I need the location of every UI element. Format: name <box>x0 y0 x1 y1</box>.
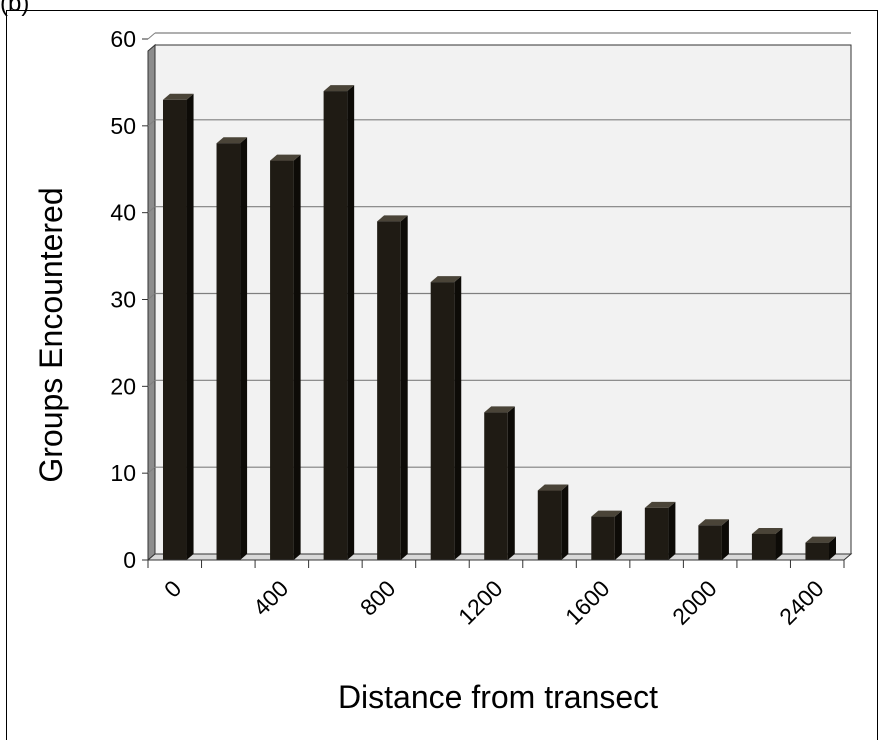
bar <box>270 154 301 561</box>
panel-label: (b) <box>0 0 30 17</box>
bar-top <box>377 215 408 222</box>
bar-top <box>537 484 569 491</box>
x-tick-label: 0 <box>159 575 186 602</box>
bar-front <box>751 533 776 560</box>
gridline-depth <box>147 119 156 127</box>
x-tick-label: 1200 <box>453 575 508 630</box>
figure-frame <box>6 10 878 740</box>
bar-front <box>591 516 615 560</box>
gridline-depth <box>147 32 156 40</box>
bar-front <box>162 99 187 561</box>
bar <box>537 484 569 560</box>
bar-side <box>829 536 837 560</box>
bar-side <box>454 276 462 560</box>
bar <box>484 406 515 560</box>
bar-side <box>668 501 676 560</box>
bar-side <box>400 215 408 560</box>
bar-front <box>323 91 348 560</box>
bar-front <box>644 507 669 560</box>
bar-front <box>805 542 830 560</box>
bar <box>430 276 462 560</box>
y-tick-label: 50 <box>110 113 136 139</box>
bar <box>162 93 194 561</box>
bar-front <box>430 282 455 560</box>
bar-side <box>721 519 729 560</box>
y-axis-ticks: 0 10 20 30 40 50 60 <box>110 26 148 573</box>
y-tick-label: 0 <box>123 547 136 573</box>
bar <box>377 215 408 560</box>
bar-side <box>614 510 622 560</box>
bar-front <box>377 221 401 560</box>
x-tick-label: 1600 <box>560 575 615 630</box>
bar <box>323 85 355 560</box>
y-tick-label: 20 <box>110 373 136 399</box>
bar-side <box>186 93 194 561</box>
y-tick-label: 30 <box>110 287 136 313</box>
bar-top <box>216 137 248 144</box>
bar <box>644 501 676 560</box>
gridline-depth <box>147 466 156 474</box>
bar-front <box>216 143 241 560</box>
bars <box>162 85 837 561</box>
bar-side <box>775 527 783 560</box>
bar-top <box>430 276 462 283</box>
bar <box>751 527 783 560</box>
y-tick-label: 10 <box>110 460 136 486</box>
bar <box>591 510 622 560</box>
bar <box>805 536 837 560</box>
y-tick-label: 40 <box>110 200 136 226</box>
bar-side <box>507 406 515 560</box>
x-tick-label: 400 <box>248 575 294 621</box>
bar-top <box>323 85 355 92</box>
bar <box>216 137 248 560</box>
bar-side <box>240 137 248 560</box>
bar-top <box>698 519 729 526</box>
gridline-depth <box>147 293 156 300</box>
bar-front <box>537 490 562 560</box>
y-axis-title: Groups Encountered <box>33 187 69 482</box>
bar-top <box>162 93 194 100</box>
x-axis-title: Distance from transect <box>338 679 658 715</box>
x-tick-label: 2000 <box>667 575 722 630</box>
bar <box>698 519 729 560</box>
gridline-depth <box>147 206 156 214</box>
bar-top <box>270 154 301 161</box>
bar-top <box>591 510 622 517</box>
bar-front <box>484 412 508 560</box>
bar-front <box>698 525 722 560</box>
bar-side <box>561 484 569 560</box>
x-tick-label: 2400 <box>774 575 829 630</box>
bar-top <box>805 536 837 543</box>
y-tick-label: 60 <box>110 26 136 52</box>
gridline-depth <box>147 379 156 387</box>
bar-top <box>751 527 783 534</box>
bar-front <box>270 160 294 561</box>
x-axis-ticks: 0 400 800 1200 1600 2000 2400 <box>147 559 845 630</box>
bar-side <box>347 85 355 560</box>
x-tick-label: 800 <box>355 575 401 621</box>
bar-top <box>644 501 676 508</box>
bar-top <box>484 406 515 413</box>
bar-side <box>293 154 301 561</box>
